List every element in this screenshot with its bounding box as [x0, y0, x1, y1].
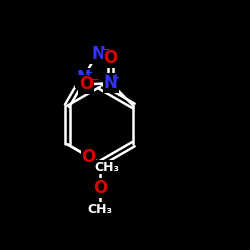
Text: CH₃: CH₃ [94, 160, 119, 173]
Text: O: O [104, 50, 118, 68]
Text: O: O [93, 179, 108, 197]
Text: O: O [82, 148, 96, 166]
Text: −: − [102, 44, 110, 54]
Text: −: − [91, 75, 99, 85]
Text: N: N [76, 69, 90, 87]
Text: N: N [104, 74, 118, 92]
Text: +: + [112, 73, 120, 83]
Text: +: + [84, 68, 93, 78]
Text: O: O [79, 75, 93, 93]
Text: CH₃: CH₃ [88, 202, 113, 215]
Text: N: N [91, 46, 105, 64]
